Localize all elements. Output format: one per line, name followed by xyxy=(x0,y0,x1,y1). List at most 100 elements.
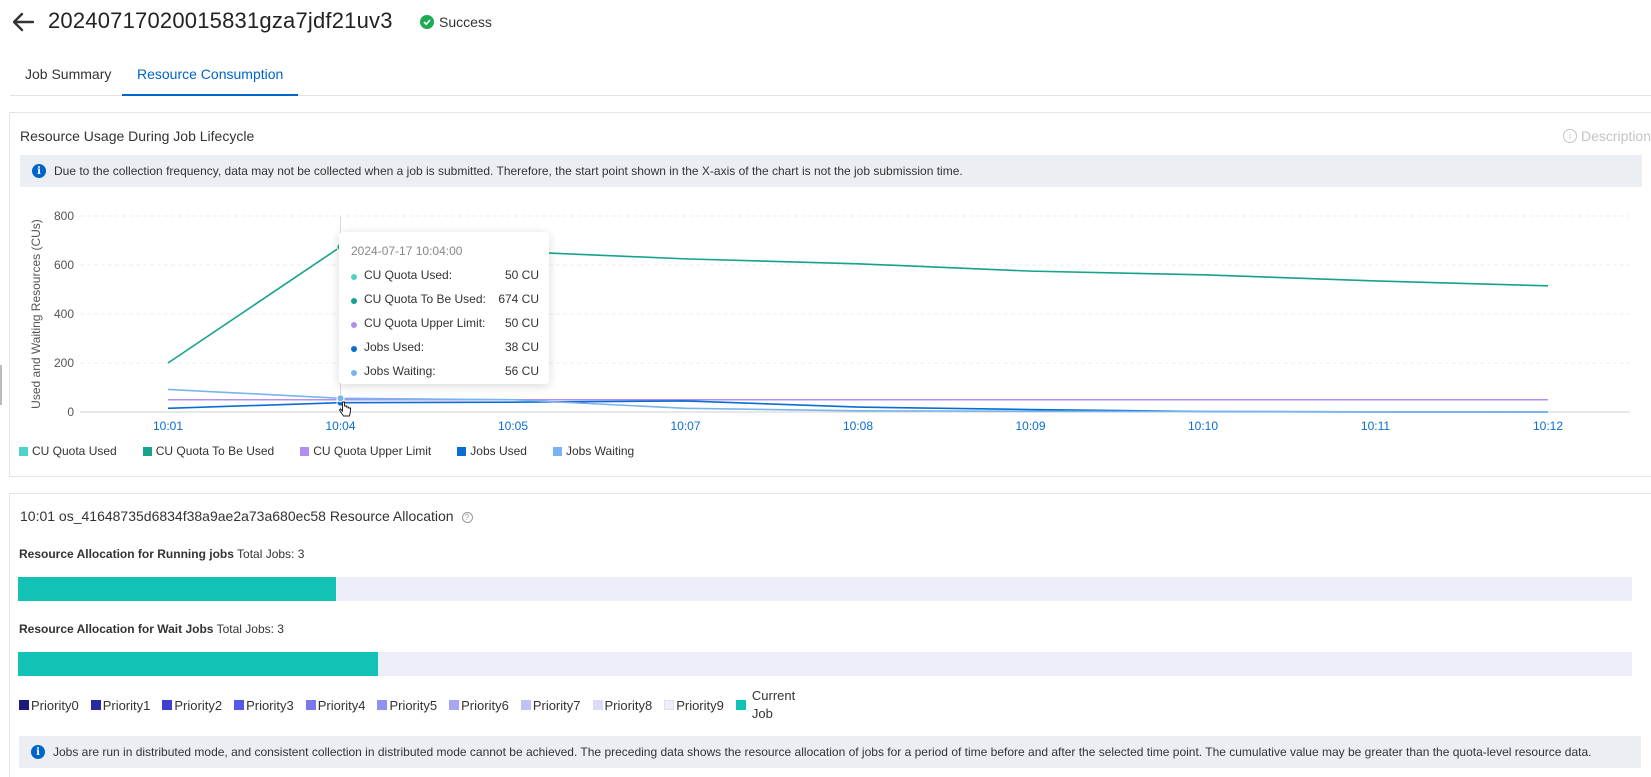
help-icon[interactable]: ? xyxy=(461,511,473,523)
priority-swatch xyxy=(377,700,388,710)
description-link[interactable]: i Description xyxy=(1562,128,1651,144)
status-text: Success xyxy=(439,14,492,30)
page-header: 20240717020015831gza7jdf21uv3 Success xyxy=(0,0,1651,50)
back-button[interactable] xyxy=(8,8,38,38)
priority-legend-item[interactable]: Priority4 xyxy=(305,696,366,714)
priority-label: Priority6 xyxy=(461,697,509,713)
priority-swatch xyxy=(520,700,531,710)
legend-label: CU Quota Used xyxy=(32,444,117,458)
current-job-label: Current Job xyxy=(751,688,796,721)
collection-notice: i Due to the collection frequency, data … xyxy=(20,155,1642,187)
distributed-notice: i Jobs are run in distributed mode, and … xyxy=(19,736,1641,768)
legend-label: Jobs Waiting xyxy=(565,444,635,458)
priority-legend-item[interactable]: Priority8 xyxy=(592,696,652,714)
tooltip-dot xyxy=(351,370,357,376)
hover-point xyxy=(336,394,345,403)
x-tick-label: 10:07 xyxy=(670,419,700,433)
tooltip-label: CU Quota Upper Limit: xyxy=(364,316,486,330)
priority-label: Priority1 xyxy=(102,697,151,713)
info-icon: i xyxy=(32,164,46,178)
priority-label: Priority3 xyxy=(246,697,294,713)
x-tick-label: 10:09 xyxy=(1015,419,1045,433)
x-tick-label: 10:05 xyxy=(498,419,528,433)
priority-legend-item[interactable]: Priority6 xyxy=(449,696,509,714)
wait-jobs-title: Resource Allocation for Wait Jobs xyxy=(19,622,214,636)
priority-label: Priority9 xyxy=(676,697,724,713)
priority-legend-item[interactable]: Priority2 xyxy=(162,696,222,714)
tooltip-row: Jobs Used: 38 CU xyxy=(351,340,539,356)
pointer-cursor-icon xyxy=(338,401,351,417)
x-tick-label: 10:11 xyxy=(1361,419,1390,433)
running-jobs-total: Total Jobs: 3 xyxy=(237,547,305,561)
distributed-notice-text: Jobs are run in distributed mode, and co… xyxy=(53,745,1592,759)
priority-legend-item[interactable]: Priority5 xyxy=(377,696,437,714)
resource-allocation-panel: 10:01 os_41648735d6834f38a9ae2a73a680ec5… xyxy=(9,493,1651,777)
tab-job-summary[interactable]: Job Summary xyxy=(25,66,112,82)
running-current-job-segment[interactable] xyxy=(18,577,336,601)
resource-usage-panel: Resource Usage During Job Lifecycle i De… xyxy=(9,112,1651,477)
tooltip-value: 38 CU xyxy=(504,340,539,354)
priority-legend-item[interactable]: Priority0 xyxy=(19,696,79,714)
y-tick-label: 400 xyxy=(54,307,74,321)
check-circle-icon xyxy=(420,15,434,29)
legend-item[interactable]: Jobs Waiting xyxy=(552,444,635,458)
tooltip-row: CU Quota Used: 50 CU xyxy=(351,268,539,284)
wait-jobs-bar[interactable] xyxy=(18,652,1632,676)
arrow-left-icon xyxy=(12,12,35,32)
job-id-title: 20240717020015831gza7jdf21uv3 xyxy=(48,8,393,33)
legend-item[interactable]: CU Quota Upper Limit xyxy=(300,444,431,458)
tab-bar: Job Summary Resource Consumption xyxy=(10,62,1651,96)
priority-legend-item[interactable]: Priority1 xyxy=(90,696,151,714)
resource-usage-chart[interactable]: 0 200 400 600 800 10:01 10:04 10:05 10:07 10:08 10… xyxy=(0,0,1651,477)
priority-label: Priority7 xyxy=(532,697,581,713)
priority-label: Priority4 xyxy=(317,697,366,713)
allocation-title-row: 10:01 os_41648735d6834f38a9ae2a73a680ec5… xyxy=(20,508,473,524)
tooltip-value: 56 CU xyxy=(504,364,539,378)
wait-jobs-label: Resource Allocation for Wait Jobs Total … xyxy=(19,622,284,636)
tab-resource-consumption[interactable]: Resource Consumption xyxy=(122,62,299,96)
x-tick-label: 10:10 xyxy=(1188,419,1218,433)
tooltip-dot xyxy=(351,322,357,328)
x-tick-label: 10:08 xyxy=(843,419,873,433)
priority-label: Priority2 xyxy=(174,697,223,713)
tooltip-label: Jobs Used: xyxy=(364,340,425,354)
priority-swatch xyxy=(664,700,675,710)
left-edge-handle xyxy=(0,365,2,405)
priority-swatch xyxy=(90,700,101,710)
priority-legend-item[interactable]: Priority3 xyxy=(234,696,294,714)
y-tick-label: 200 xyxy=(54,356,74,370)
running-jobs-title: Resource Allocation for Running jobs xyxy=(19,547,234,561)
priority-swatch xyxy=(234,700,245,710)
legend-item[interactable]: CU Quota Used xyxy=(19,444,117,458)
legend-label: Jobs Used xyxy=(470,444,527,458)
wait-jobs-total: Total Jobs: 3 xyxy=(216,622,284,636)
chart-tooltip: 2024-07-17 10:04:00 CU Quota Used: 50 CU C… xyxy=(339,232,549,384)
priority-swatch xyxy=(19,700,29,710)
tooltip-row: Jobs Waiting: 56 CU xyxy=(351,364,539,380)
priority-legend-item[interactable]: Priority9 xyxy=(664,696,724,714)
tooltip-value: 50 CU xyxy=(504,268,539,282)
tooltip-dot xyxy=(351,298,357,304)
running-jobs-bar[interactable] xyxy=(18,577,1632,601)
info-outline-icon: i xyxy=(1562,129,1577,143)
wait-current-job-segment[interactable] xyxy=(18,652,378,676)
collection-notice-text: Due to the collection frequency, data ma… xyxy=(54,164,963,178)
legend-label: CU Quota To Be Used xyxy=(155,444,275,458)
legend-swatch xyxy=(552,446,562,456)
tooltip-time: 2024-07-17 10:04:00 xyxy=(351,244,463,258)
priority-legend-item[interactable]: Priority7 xyxy=(520,696,581,714)
info-icon: i xyxy=(31,745,45,759)
tooltip-label: Jobs Waiting: xyxy=(364,364,436,378)
priority-label: Priority5 xyxy=(389,697,438,713)
current-job-legend-item[interactable]: Current Job xyxy=(735,687,804,723)
current-job-swatch xyxy=(735,700,746,710)
resource-usage-title: Resource Usage During Job Lifecycle xyxy=(20,128,255,144)
x-tick-label: 10:01 xyxy=(153,419,183,433)
tooltip-label: CU Quota To Be Used: xyxy=(364,292,486,306)
priority-swatch xyxy=(162,700,173,710)
legend-item[interactable]: Jobs Used xyxy=(457,444,527,458)
legend-item[interactable]: CU Quota To Be Used xyxy=(142,444,275,458)
priority-swatch xyxy=(305,700,316,710)
status-badge: Success xyxy=(420,14,492,30)
legend-swatch xyxy=(457,446,467,456)
